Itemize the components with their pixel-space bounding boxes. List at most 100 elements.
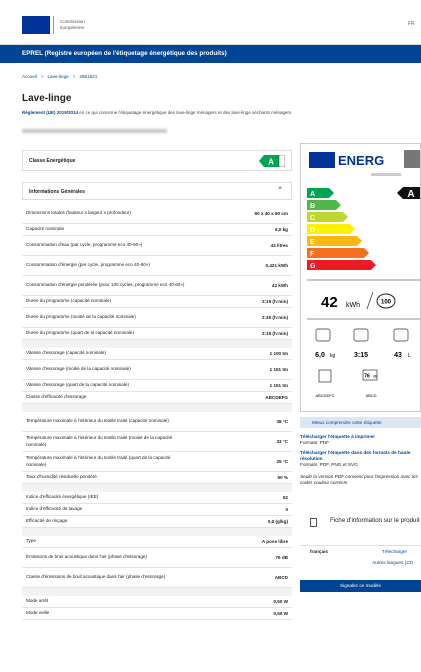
general-info-title: Informations Générales [29, 189, 85, 195]
row-value: 38 °C [276, 419, 288, 424]
icon [393, 328, 409, 342]
org-line: européenne [60, 24, 85, 30]
row-value: 90 x 40 x 60 cm [254, 211, 288, 216]
row-value: 42 kWh [271, 283, 288, 288]
sheet-download[interactable]: Télécharger [382, 549, 408, 554]
row-value: 76 dB [275, 555, 288, 560]
download-print[interactable]: Télécharger l'étiquette à imprimer [300, 434, 376, 439]
class-letter: C [310, 215, 315, 222]
subtitle-text: en ce qui concerne l'étiquetage énergéti… [78, 110, 292, 115]
class-bar [307, 200, 341, 210]
info-row: Mode veille 0,50 W [22, 608, 292, 620]
info-row: Vitesse d'essorage (quart de la capacité… [22, 380, 292, 392]
general-info-header[interactable]: Informations Générales ⌃ [22, 182, 292, 200]
row-label: Durée du programme (moitié de la capacit… [26, 314, 136, 320]
format-print: Formats: PDF [300, 440, 330, 445]
badge-arrow [259, 155, 279, 167]
noise-class: ABCD [365, 393, 376, 398]
row-label: Consommation d'énergie (par cycle, progr… [26, 262, 150, 268]
row-value: 33 °C [276, 439, 288, 444]
crumb: 2561621 [79, 74, 98, 79]
info-row: Mode arrêt 0,50 W [22, 596, 292, 608]
crumb-sep: > [72, 74, 76, 79]
row-label: Durée du programme (capacité nominale) [26, 298, 112, 304]
row-label: Taux d'humidité résiduelle pondéré [26, 474, 97, 480]
row-label: Mode veille [26, 610, 50, 616]
qr-code [404, 150, 420, 168]
icon-value: 3:15 [354, 352, 368, 359]
row-label: Consommation d'eau (par cycle, programme… [26, 242, 143, 248]
label-brand: ENERG [338, 153, 384, 168]
info-row: Vitesse d'essorage (capacité nominale) 1 … [22, 348, 292, 360]
row-label: Vitesse d'essorage (capacité nominale) [26, 350, 106, 356]
info-row: Durée du programme (moitié de la capacit… [22, 308, 292, 328]
eu-flag [22, 16, 50, 34]
note: Seule la version PDF convient pour l'imp… [300, 474, 418, 485]
class-bar [307, 248, 369, 258]
format-hr: Formats: PDF, PNG et SVG [300, 462, 358, 467]
group-gap [22, 484, 292, 492]
row-value: ABCDEFG [265, 395, 288, 400]
info-row: Efficacité de rinçage 0,0 (g/kg) [22, 516, 292, 528]
row-label: Émissions de bruit acoustique dans l'air… [26, 554, 148, 560]
row-value: 0,50 W [273, 599, 288, 604]
class-letter: A [310, 191, 315, 198]
regulation-link[interactable]: Règlement (UE) 2019/2014 [22, 110, 79, 115]
info-row: Émissions de bruit acoustique dans l'air… [22, 548, 292, 568]
row-label: Durée du programme (quart de la capacité… [26, 330, 135, 336]
language[interactable]: FR [408, 21, 415, 27]
crumb-sep: > [40, 74, 44, 79]
row-label: Type [26, 538, 36, 544]
noise-box [362, 369, 378, 381]
info-row: Dimensions totales (hauteur x largeur x … [22, 204, 292, 224]
class-arrow [397, 187, 420, 199]
row-value: 50 % [277, 475, 288, 480]
other-langs[interactable]: Autres langues (23) [372, 560, 413, 565]
energy-unit: kWh [346, 302, 360, 309]
row-value: A pose libre [261, 539, 288, 544]
page-title: Lave-linge [22, 93, 72, 104]
class-letter: F [310, 251, 315, 258]
crumb[interactable]: Lave-linge [47, 74, 69, 79]
understand-text[interactable]: Mieux comprendre cette étiquette [312, 420, 382, 425]
row-label: Température maximale à l'intérieur du te… [26, 418, 169, 424]
icon-value: 6,0 [315, 352, 325, 359]
cycles: 100 [381, 300, 392, 306]
row-value: 0,50 W [273, 611, 288, 616]
row-label: Vitesse d'essorage (quart de la capacité… [26, 382, 129, 388]
row-value: ABCD [274, 575, 288, 580]
collapse-icon[interactable]: ⌃ [277, 187, 283, 194]
understand-bar[interactable]: Mieux comprendre cette étiquette [300, 417, 421, 428]
row-label: Vitesse d'essorage (moitié de la capacit… [26, 366, 131, 372]
label-flag [309, 152, 335, 168]
row-value: 43 litres [270, 243, 288, 248]
sheet-lang: français [310, 549, 328, 554]
group-gap [22, 404, 292, 412]
row-value: 1 151 tm [269, 383, 288, 388]
row-label: Indice d'efficacité énergétique (IEE) [26, 494, 99, 500]
icon [315, 328, 331, 342]
info-row: Classe d'émissions de bruit acoustique d… [22, 568, 292, 588]
crumb[interactable]: Accueil [22, 74, 37, 79]
slash [366, 291, 374, 310]
class-letter: G [310, 263, 316, 270]
info-row: Température maximale à l'intérieur du te… [22, 432, 292, 452]
row-value: 0,421 kWh [265, 263, 288, 268]
report-button[interactable]: Signalez ce modèle [300, 580, 421, 592]
info-row: Consommation d'énergie pondérée (pour 10… [22, 276, 292, 296]
row-label: Température maximale à l'intérieur du te… [26, 435, 173, 447]
class-bar [307, 236, 362, 246]
info-rows: Dimensions totales (hauteur x largeur x … [22, 204, 292, 620]
energy-class-label: Classe Energétique [29, 158, 76, 164]
class-letter: B [310, 203, 315, 210]
row-value: 1 151 tm [269, 367, 288, 372]
breadcrumb: Accueil > Lave-linge >2561621 [22, 74, 97, 79]
row-value: 1 100 tm [269, 351, 288, 356]
spin-class: ABCDEFG [315, 393, 334, 398]
row-value: 0 [285, 507, 288, 512]
report-text[interactable]: Signalez ce modèle [340, 583, 381, 588]
download-hr[interactable]: Télécharger l'étiquette dans des formats… [300, 450, 411, 461]
class-arrow-letter: A [407, 189, 414, 200]
